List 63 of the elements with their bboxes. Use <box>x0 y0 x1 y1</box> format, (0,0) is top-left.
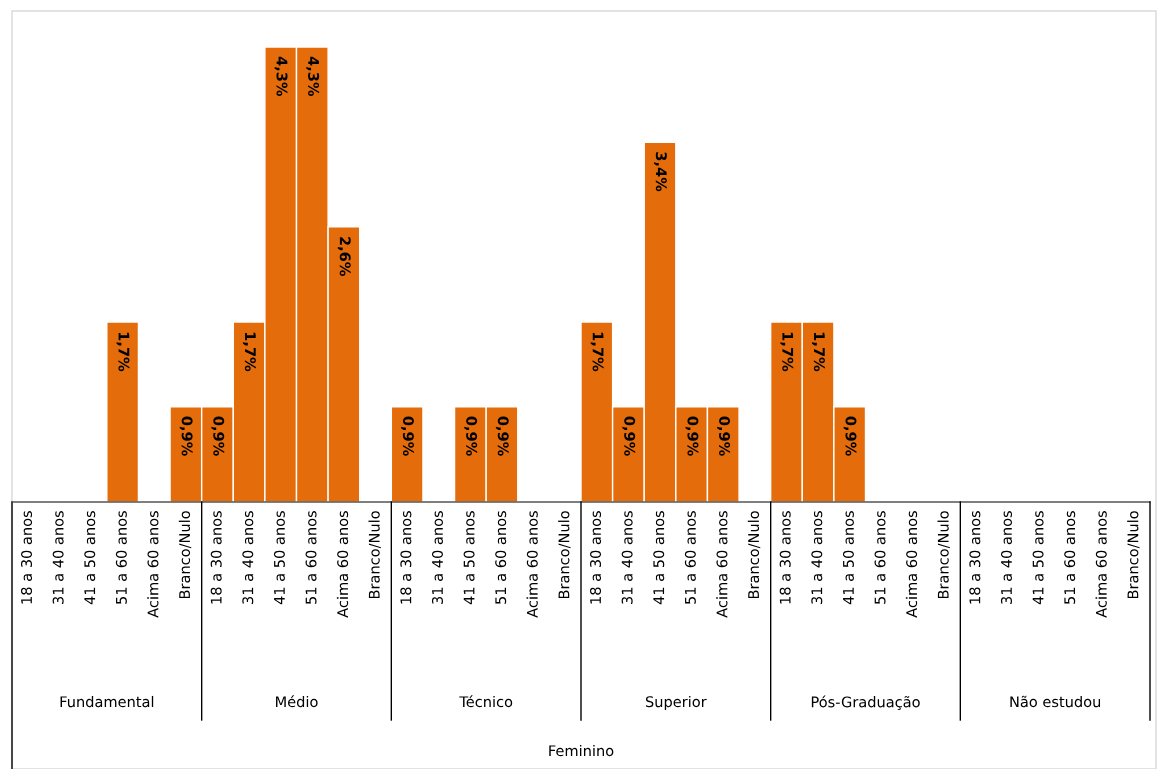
data-label: 0,9% <box>401 416 414 456</box>
x-tick-label: Acima 60 anos <box>716 511 728 618</box>
x-tick-label: 31 a 40 anos <box>431 511 443 604</box>
text: Não estudou <box>1010 695 1101 708</box>
x-tick-label: 18 a 30 anos <box>400 511 412 604</box>
data-label: 0,9% <box>495 416 509 456</box>
x-tick-label: 51 a 60 anos <box>874 511 886 604</box>
x-tick-label: 51 a 60 anos <box>1064 511 1076 604</box>
data-label: 0,9% <box>685 416 699 456</box>
x-tick-label: 18 a 30 anos <box>969 511 981 604</box>
data-label: 3,4% <box>653 152 667 192</box>
x-tick-label: Acima 60 anos <box>526 511 538 618</box>
x-tick-label: 41 a 50 anos <box>84 511 96 605</box>
x-tick-label: 41 a 50 anos <box>842 511 854 605</box>
x-tick-label: 41 a 50 anos <box>653 511 665 605</box>
x-tick-label: 51 a 60 anos <box>495 511 507 604</box>
bar <box>106 321 140 502</box>
data-label: 4,3% <box>306 56 320 97</box>
data-label: 4,3% <box>274 56 288 97</box>
data-label: 1,7% <box>780 332 794 372</box>
data-label: 1,7% <box>590 332 604 372</box>
x-tick-label: 41 a 50 anos <box>463 511 475 605</box>
data-label: 0,9% <box>622 416 636 456</box>
bar <box>390 406 424 502</box>
x-tick-label: 51 a 60 anos <box>115 511 127 604</box>
x-tick-label: Acima 60 anos <box>336 511 349 618</box>
data-label: 1,7% <box>242 332 256 372</box>
data-label: 0,9% <box>464 416 478 456</box>
x-tick-label: Branco/Nulo <box>747 511 761 599</box>
x-tick-label: Branco/Nulo <box>178 511 192 599</box>
x-tick-label: Acima 60 anos <box>147 511 159 618</box>
x-tick-label: Acima 60 anos <box>1095 511 1107 618</box>
text: Fundamental <box>60 695 154 708</box>
x-tick-label: 31 a 40 anos <box>52 511 64 604</box>
data-label: 0,9% <box>211 416 225 456</box>
x-tick-label: 18 a 30 anos <box>779 511 791 604</box>
text: Pós-Graduação <box>811 695 920 711</box>
data-label: 0,9% <box>179 416 193 456</box>
x-tick-label: 18 a 30 anos <box>21 511 33 604</box>
x-tick-label: 31 a 40 anos <box>1000 511 1012 604</box>
x-tick-label: Acima 60 anos <box>905 511 918 618</box>
text: Feminino <box>549 744 614 757</box>
data-label: 2,6% <box>337 237 351 276</box>
data-label: 1,7% <box>116 332 130 372</box>
data-label: 0,9% <box>843 416 857 456</box>
text: Médio <box>276 695 318 708</box>
x-tick-label: 31 a 40 anos <box>621 511 633 604</box>
x-tick-label: 31 a 40 anos <box>242 511 254 604</box>
x-tick-label: Branco/Nulo <box>558 511 571 599</box>
x-tick-label: 41 a 50 anos <box>1032 511 1044 605</box>
x-tick-label: Branco/Nulo <box>368 511 381 599</box>
x-tick-label: 31 a 40 anos <box>811 511 823 604</box>
data-label: 0,9% <box>717 416 731 456</box>
x-tick-label: Branco/Nulo <box>1127 511 1140 599</box>
x-tick-label: 51 a 60 anos <box>305 511 317 604</box>
x-tick-label: 18 a 30 anos <box>210 511 222 604</box>
text: Superior <box>645 695 707 711</box>
data-label: 1,7% <box>811 332 825 372</box>
x-tick-label: Branco/Nulo <box>937 511 950 599</box>
x-tick-label: 18 a 30 anos <box>590 511 602 604</box>
text: Técnico <box>459 695 513 708</box>
x-tick-label: 51 a 60 anos <box>684 511 696 604</box>
x-tick-label: 41 a 50 anos <box>273 511 285 605</box>
